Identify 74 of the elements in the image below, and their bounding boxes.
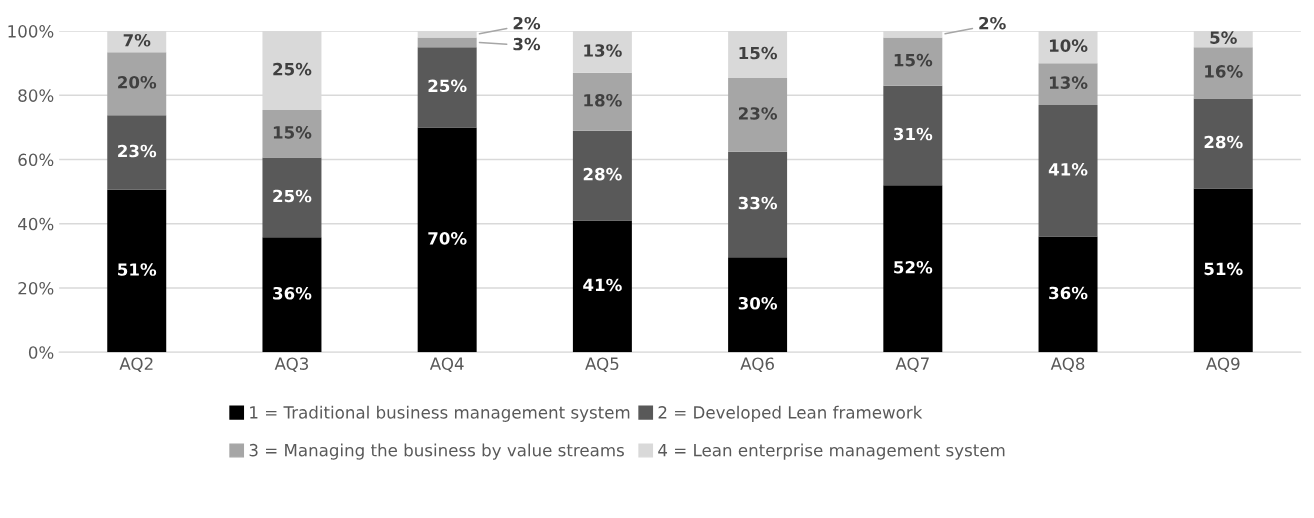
x-tick-label: AQ6 [740, 357, 774, 372]
data-label: 41% [583, 278, 622, 292]
legend-label: 3 = Managing the business by value streams [249, 443, 624, 460]
data-label: 36% [1049, 286, 1088, 300]
bar [728, 257, 788, 353]
data-label: 16% [1205, 65, 1243, 78]
y-tick-label: 80% [18, 89, 54, 102]
y-tick-label: 0% [28, 346, 54, 359]
bar [572, 130, 632, 221]
legend-label: 4 = Lean enterprise management system [658, 443, 1005, 460]
x-tick-label: AQ5 [585, 357, 619, 372]
bar [1038, 236, 1098, 353]
data-label: 28% [583, 167, 622, 181]
bar [728, 77, 788, 152]
data-label: 2% [979, 16, 1006, 30]
bar [883, 37, 943, 86]
data-label: 20% [118, 75, 157, 89]
data-label: 25% [273, 62, 312, 76]
bar [107, 52, 167, 116]
y-tick-label: 40% [18, 217, 54, 231]
bar [883, 85, 943, 186]
bar [728, 151, 788, 258]
x-tick-label: AQ3 [274, 357, 309, 372]
data-label: 13% [584, 44, 622, 57]
x-tick-label: AQ2 [119, 357, 153, 372]
bar [1038, 104, 1098, 237]
data-label: 25% [428, 79, 467, 93]
bar [1193, 188, 1253, 353]
bar [572, 220, 632, 353]
bar [417, 127, 477, 353]
bar [107, 115, 167, 190]
x-tick-label: AQ9 [1205, 357, 1240, 372]
data-label: 41% [1048, 163, 1088, 176]
data-label: 7% [123, 33, 151, 47]
bar [417, 47, 477, 128]
bar [417, 37, 477, 48]
y-tick-label: 60% [18, 153, 54, 167]
data-label: 23% [118, 144, 157, 158]
data-label: 23% [738, 107, 778, 120]
bar [1038, 63, 1098, 105]
data-label: 28% [1204, 135, 1243, 149]
legend-label: 1 = Traditional business management system [250, 405, 630, 422]
bar [1193, 47, 1253, 99]
data-label: 51% [1204, 262, 1243, 276]
bar [883, 185, 943, 353]
bar [262, 237, 322, 353]
data-label: 2% [513, 16, 541, 30]
data-label: 30% [738, 296, 778, 310]
bar [262, 110, 322, 158]
x-tick-label: AQ8 [1050, 357, 1085, 372]
data-label: 31% [893, 127, 933, 141]
data-label: 18% [584, 93, 622, 107]
bar [572, 72, 632, 131]
y-tick-label: 100% [8, 25, 54, 38]
data-label: 5% [1210, 31, 1237, 44]
y-tick-label: 20% [18, 281, 54, 295]
data-label: 15% [273, 126, 312, 139]
data-label: 3% [513, 37, 541, 51]
data-label: 13% [1049, 76, 1088, 89]
data-label: 36% [273, 286, 312, 300]
x-tick-label: AQ4 [429, 357, 464, 372]
data-label: 52% [894, 260, 933, 274]
data-label: 15% [894, 53, 933, 67]
data-label: 15% [739, 46, 778, 60]
data-label: 10% [1049, 39, 1088, 52]
data-label: 25% [273, 189, 312, 203]
bar [262, 157, 322, 238]
bar [1193, 98, 1253, 189]
legend-label: 2 = Developed Lean framework [658, 405, 923, 422]
data-label: 33% [738, 196, 778, 210]
data-label: 51% [118, 263, 157, 276]
x-tick-label: AQ7 [895, 357, 929, 372]
data-label: 70% [428, 232, 467, 245]
bar [107, 189, 167, 353]
